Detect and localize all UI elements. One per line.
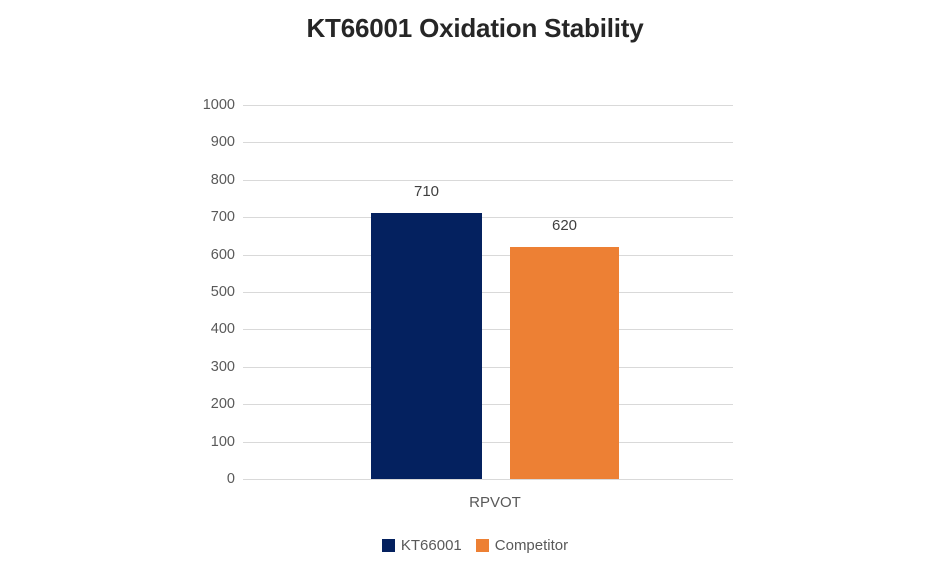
legend-item-series-1[interactable]: KT66001: [381, 537, 462, 554]
y-axis-tick: [243, 179, 252, 181]
y-axis-tick: [243, 404, 252, 406]
y-axis-tick: [243, 142, 252, 144]
y-axis-labels: 0 100 200 300 400 500 600 700 800 900 1000: [175, 0, 235, 570]
y-axis-tick-label: 600: [210, 246, 235, 263]
y-axis-tick: [243, 441, 252, 443]
y-axis-tick: [243, 479, 252, 480]
legend-swatch-icon: [381, 539, 395, 552]
y-axis-tick-label: 400: [210, 321, 235, 338]
chart-title: KT66001 Oxidation Stability: [306, 13, 644, 43]
bar-value-label: 710: [413, 183, 440, 201]
gridline: [252, 292, 733, 293]
gridline: [252, 366, 733, 368]
y-axis-tick: [243, 366, 252, 368]
y-axis-tick-label: 300: [210, 358, 235, 375]
y-axis-tick: [243, 254, 252, 256]
gridline: [252, 329, 733, 331]
y-axis-tick: [243, 105, 252, 106]
gridline: [252, 217, 733, 219]
y-axis-tick-label: 1000: [202, 97, 235, 113]
y-axis-tick: [243, 292, 252, 293]
y-axis-tick-label: 500: [210, 284, 235, 300]
gridline: [252, 105, 733, 106]
y-axis-tick-label: 800: [210, 171, 235, 188]
chart-legend: KT66001 Competitor: [0, 538, 950, 553]
gridline: [252, 254, 733, 256]
y-axis-tick-label: 100: [210, 433, 235, 450]
y-axis-tick-label: 200: [210, 396, 235, 413]
y-axis-tick: [243, 217, 252, 219]
legend-swatch-icon: [475, 539, 489, 552]
bar-competitor[interactable]: [510, 247, 619, 479]
gridline: [252, 441, 733, 443]
y-axis-tick-label: 900: [210, 134, 235, 151]
legend-label: KT66001: [400, 537, 462, 554]
y-axis-tick: [243, 329, 252, 331]
bar-value-label: 620: [551, 217, 578, 235]
bar-kt66001[interactable]: [371, 213, 482, 479]
gridline: [252, 142, 733, 144]
legend-item-series-2[interactable]: Competitor: [475, 537, 569, 554]
gridline: [252, 404, 733, 406]
y-axis-tick-label: 700: [210, 209, 235, 226]
gridline: [252, 179, 733, 181]
gridline: [252, 479, 733, 480]
legend-label: Competitor: [494, 537, 569, 554]
y-axis-tick-label: 0: [226, 471, 235, 487]
x-axis-category-label: RPVOT: [469, 494, 521, 511]
plot-area: [252, 105, 733, 480]
